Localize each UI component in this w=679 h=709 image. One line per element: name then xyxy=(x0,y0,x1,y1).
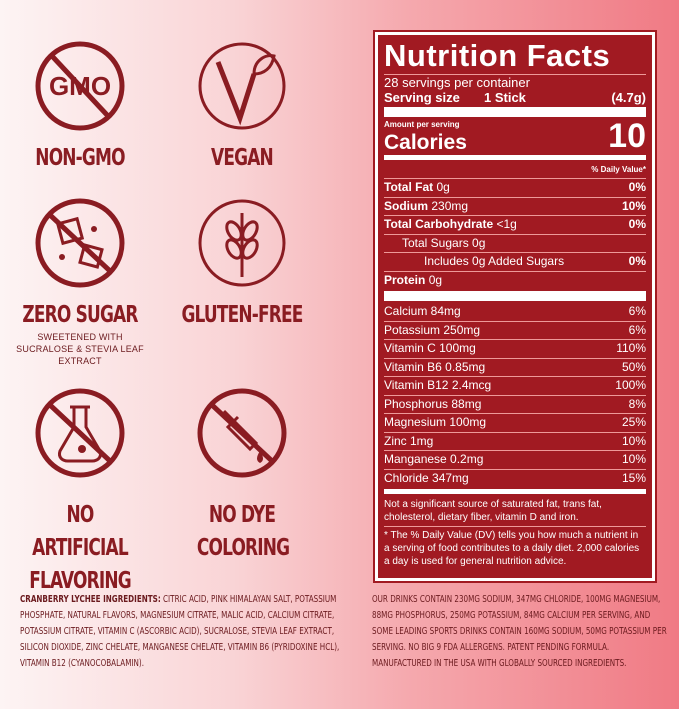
badge-zero-sugar: ZERO SUGAR SWEETENED WITH SUCRALOSE & ST… xyxy=(0,195,160,367)
nutrient-name: Total Sugars 0g xyxy=(402,235,486,250)
micronutrient-name: Potassium 250mg xyxy=(384,322,481,337)
micronutrient-dv: 110% xyxy=(616,341,646,355)
nutrient-name: Protein xyxy=(384,272,426,287)
micronutrient-name: Vitamin B12 2.4mcg xyxy=(384,378,492,392)
ingredients-label: CRANBERRY LYCHEE INGREDIENTS: xyxy=(20,594,161,605)
micronutrient-name: Chloride 347mg xyxy=(384,470,469,485)
nutrition-facts-label: Nutrition Facts 28 servings per containe… xyxy=(373,30,657,583)
badge-no-dye-coloring: NO DYE COLORING xyxy=(162,385,322,565)
nutrient-row: Includes 0g Added Sugars 0% xyxy=(384,252,646,271)
amount-per-serving: Amount per serving xyxy=(384,120,460,129)
micronutrient-row: Manganese 0.2mg 10% xyxy=(384,450,646,469)
micronutrient-dv: 15% xyxy=(621,470,646,485)
micronutrient-row: Vitamin C 100mg 110% xyxy=(384,339,646,358)
product-claims: OUR DRINKS CONTAIN 230MG SODIUM, 347MG C… xyxy=(372,594,667,669)
micronutrient-name: Phosphorus 88mg xyxy=(384,396,482,411)
serving-size-row: Serving size 1 Stick (4.7g) xyxy=(384,90,646,105)
nutrient-row: Total Sugars 0g xyxy=(384,233,646,253)
dv-footnote: * The % Daily Value (DV) tells you how m… xyxy=(384,526,646,570)
ingredients-text: CITRIC ACID, PINK HIMALAYAN SALT, POTASS… xyxy=(20,594,340,669)
micronutrient-dv: 10% xyxy=(621,452,646,466)
micronutrient-dv: 25% xyxy=(621,415,646,429)
micronutrient-name: Vitamin B6 0.85mg xyxy=(384,359,486,374)
badge-title: NO ARTIFICIAL FLAVORING xyxy=(29,502,131,594)
micronutrient-row: Vitamin B6 0.85mg 50% xyxy=(384,357,646,377)
micronutrient-row: Zinc 1mg 10% xyxy=(384,431,646,451)
vegan-v-icon xyxy=(198,42,286,130)
micronutrient-name: Magnesium 100mg xyxy=(384,415,487,429)
micronutrient-row: Magnesium 100mg 25% xyxy=(384,413,646,432)
dv-header: % Daily Value* xyxy=(591,165,646,174)
nutrient-name: Includes 0g Added Sugars xyxy=(424,254,565,268)
micronutrient-row: Chloride 347mg 15% xyxy=(384,468,646,488)
calories-label: Calories xyxy=(384,131,467,154)
not-significant-note: Not a significant source of saturated fa… xyxy=(384,499,602,523)
micronutrient-dv: 10% xyxy=(621,433,646,448)
micronutrient-row: Vitamin B12 2.4mcg 100% xyxy=(384,376,646,395)
nutrient-amount: <1g xyxy=(496,217,517,231)
nutrient-row: Protein 0g xyxy=(384,270,646,290)
nutrient-dv: 0% xyxy=(628,254,646,268)
servings-per-container: 28 servings per container xyxy=(384,74,646,90)
micronutrient-name: Vitamin C 100mg xyxy=(384,341,476,355)
micronutrient-name: Calcium 84mg xyxy=(384,304,461,318)
badge-gluten-free: GLUTEN-FREE xyxy=(162,195,322,331)
badge-title: GLUTEN-FREE xyxy=(181,302,303,328)
wheat-crossed-icon xyxy=(198,199,286,287)
serving-size-label: Serving size xyxy=(384,90,460,105)
nutrient-name: Sodium xyxy=(384,198,428,213)
nutrient-amount: 0g xyxy=(436,180,450,194)
gmo-crossed-icon: GMO xyxy=(35,41,125,131)
flask-crossed-icon xyxy=(35,388,125,478)
label-title: Nutrition Facts xyxy=(384,38,611,73)
calories-value: 10 xyxy=(608,117,646,155)
calories-row: Amount per serving Calories 10 xyxy=(384,119,646,153)
serving-size-value: 1 Stick xyxy=(484,90,526,105)
badge-title: ZERO SUGAR xyxy=(22,302,138,328)
micronutrient-row: Calcium 84mg 6% xyxy=(384,303,646,321)
micronutrient-row: Phosphorus 88mg 8% xyxy=(384,394,646,414)
micronutrient-dv: 6% xyxy=(628,304,646,318)
micronutrient-row: Potassium 250mg 6% xyxy=(384,320,646,340)
badge-title: NO DYE COLORING xyxy=(196,502,290,561)
nutrient-amount: 0g xyxy=(428,272,443,287)
badge-title: NON-GMO xyxy=(35,145,125,171)
micronutrient-name: Zinc 1mg xyxy=(384,433,434,448)
micronutrient-dv: 6% xyxy=(628,322,646,337)
nutrient-row: Sodium 230mg 10% xyxy=(384,196,646,216)
micronutrient-dv: 50% xyxy=(621,359,646,374)
nutrient-dv: 0% xyxy=(628,180,646,194)
micronutrient-name: Manganese 0.2mg xyxy=(384,452,484,466)
nutrient-name: Total Carbohydrate xyxy=(384,217,494,231)
badge-non-gmo: GMO NON-GMO xyxy=(0,38,160,174)
sugar-cubes-crossed-icon xyxy=(35,198,125,288)
nutrient-dv: 10% xyxy=(621,198,646,213)
micronutrient-dv: 8% xyxy=(628,396,646,411)
dropper-crossed-icon xyxy=(197,388,287,478)
serving-size-weight: (4.7g) xyxy=(611,90,646,105)
nutrient-dv: 0% xyxy=(628,217,646,231)
nutrient-row: Total Carbohydrate <1g 0% xyxy=(384,215,646,234)
nutrient-name: Total Fat xyxy=(384,180,434,194)
nutrient-amount: 230mg xyxy=(431,198,469,213)
badge-title: VEGAN xyxy=(211,145,274,171)
ingredients: CRANBERRY LYCHEE INGREDIENTS: CITRIC ACI… xyxy=(20,592,340,672)
nutrient-row: Total Fat 0g 0% xyxy=(384,178,646,197)
gmo-icon-text: GMO xyxy=(49,71,111,101)
badge-vegan: VEGAN xyxy=(162,38,322,174)
badge-no-artificial-flavoring: NO ARTIFICIAL FLAVORING xyxy=(0,385,160,598)
badge-subtitle: SWEETENED WITH SUCRALOSE & STEVIA LEAF E… xyxy=(16,332,144,366)
micronutrient-dv: 100% xyxy=(615,378,646,392)
